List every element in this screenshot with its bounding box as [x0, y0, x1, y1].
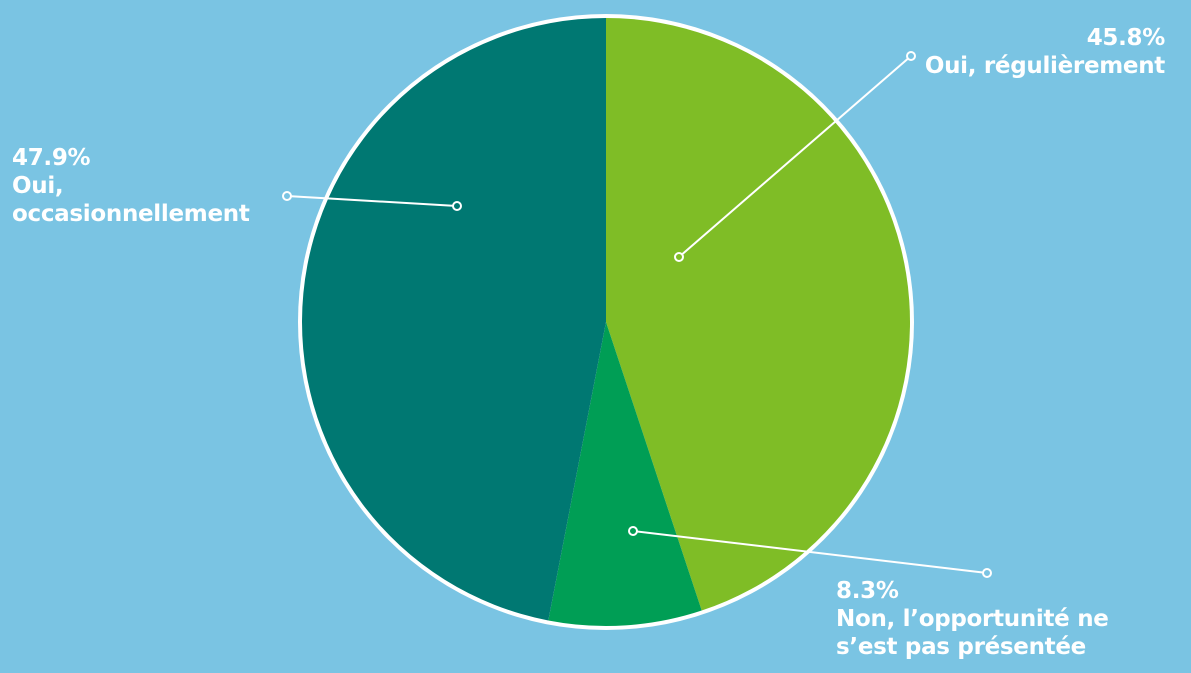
- leader-dot-1-outer: [982, 568, 992, 578]
- leader-line-1: [632, 530, 988, 574]
- leader-dot-2-inner: [452, 201, 462, 211]
- slice-percent-label: 47.9%: [12, 145, 91, 171]
- leader-line-2: [286, 195, 458, 207]
- slice-category-label: Oui, occasionnellement: [12, 173, 250, 227]
- leader-dot-0-outer: [906, 51, 916, 61]
- leader-dot-2-outer: [282, 191, 292, 201]
- slice-percent-label: 8.3%: [836, 578, 899, 604]
- pie-slice-2: [302, 18, 606, 621]
- pie-slice-0: [606, 18, 911, 611]
- leader-dot-1-inner: [628, 526, 638, 536]
- slice-label-oui-regulierement: 45.8% Oui, régulièrement: [925, 24, 1165, 80]
- slice-category-label: Oui, régulièrement: [924, 53, 1165, 79]
- pie-slice-1: [548, 322, 702, 626]
- slice-label-non-opportunite: 8.3% Non, l’opportunité ne s’est pas pré…: [836, 577, 1136, 661]
- leader-line-0: [678, 55, 912, 258]
- slice-percent-label: 45.8%: [1086, 25, 1166, 51]
- slice-category-label: Non, l’opportunité ne s’est pas présenté…: [836, 606, 1109, 660]
- leader-dot-0-inner: [674, 252, 684, 262]
- slice-label-oui-occasionnellement: 47.9% Oui, occasionnellement: [12, 144, 292, 228]
